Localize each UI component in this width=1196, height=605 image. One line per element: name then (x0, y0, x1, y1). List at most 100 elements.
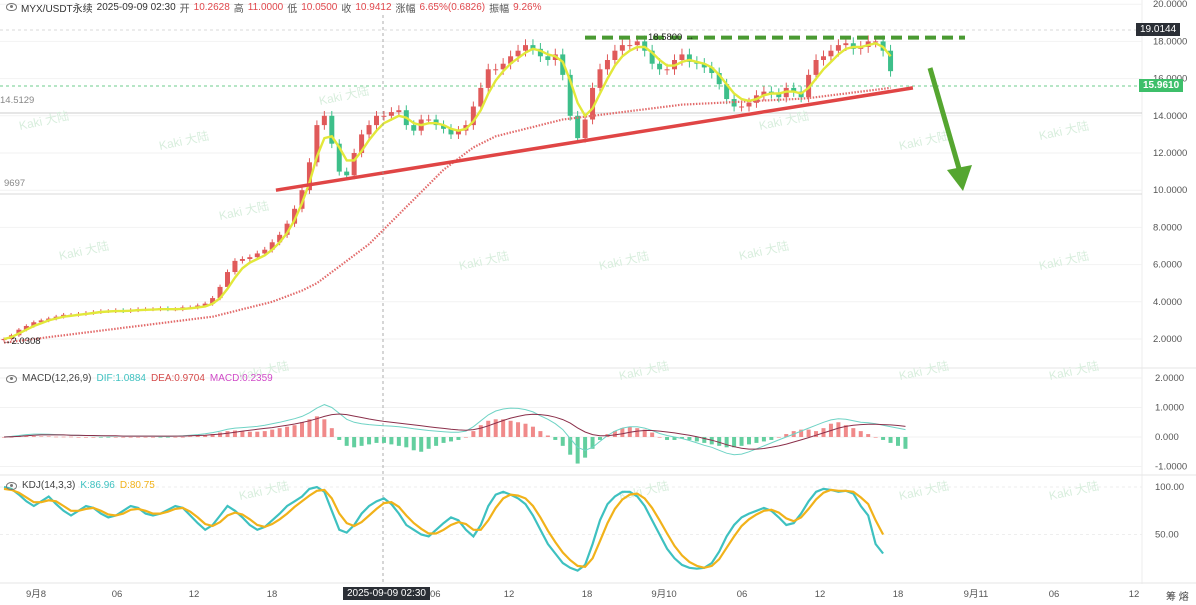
candle-body (366, 125, 372, 135)
macd-histogram-bar (903, 437, 908, 449)
macd-histogram-bar (776, 437, 781, 438)
watermark-text: Kaki 大陆 (458, 248, 511, 273)
macd-histogram-bar (583, 437, 588, 458)
price-tick-label: 6.0000 (1153, 260, 1182, 271)
macd-histogram-bar (136, 437, 141, 438)
watermark-text: Kaki 大陆 (1038, 118, 1091, 143)
candle-body (262, 249, 268, 254)
candle-body (664, 69, 670, 71)
watermark-text: Kaki 大陆 (898, 358, 951, 383)
macd-dea: DEA:0.9704 (150, 373, 205, 384)
macd-histogram-bar (165, 437, 170, 438)
macd-histogram-bar (553, 437, 558, 440)
macd-histogram-bar (441, 437, 446, 443)
macd-histogram-bar (9, 437, 14, 438)
macd-histogram-bar (292, 425, 297, 437)
macd-histogram-bar (69, 436, 74, 438)
candle-body (746, 102, 752, 107)
kdj-d: D:80.75 (119, 480, 155, 491)
candle-body (634, 41, 640, 46)
candle-body (873, 41, 879, 43)
price-tick-label: 20.0000 (1153, 0, 1187, 10)
watermark-text: Kaki 大陆 (18, 108, 71, 133)
macd-histogram-bar (717, 437, 722, 446)
time-axis-label: 18 (893, 589, 904, 600)
macd-legend: MACD(12,26,9) DIF:1.0884 DEA:0.9704 MACD… (6, 373, 273, 384)
candle-body (217, 286, 223, 299)
change-key: 涨幅 (395, 3, 416, 15)
macd-histogram-bar (270, 429, 275, 437)
candle-body (23, 325, 29, 330)
macd-histogram-bar (106, 437, 111, 438)
candle-body (679, 54, 685, 60)
macd-histogram-bar (143, 437, 148, 438)
macd-histogram-bar (635, 428, 640, 437)
candle-body (604, 60, 610, 70)
low-annotation: →2.0308 (2, 336, 41, 347)
candle-body (537, 48, 543, 57)
low-key: 低 (287, 3, 298, 15)
macd-histogram-bar (247, 431, 252, 437)
candle-body (254, 253, 260, 258)
macd-histogram-bar (277, 428, 282, 437)
kdj-k: K:86.96 (80, 480, 115, 491)
candle-body (567, 74, 573, 116)
open-value: 10.2628 (193, 1, 230, 13)
macd-histogram-bar (31, 436, 36, 437)
high-value: 11.0000 (247, 1, 284, 13)
price-tick-label: 12.0000 (1153, 148, 1187, 159)
macd-eye-icon[interactable] (6, 374, 17, 383)
candle-body (411, 125, 417, 131)
candle-body (791, 87, 797, 92)
candle-body (329, 115, 335, 144)
macd-histogram-bar (151, 437, 155, 438)
macd-histogram-bar (724, 437, 729, 448)
candle-body (731, 99, 737, 107)
macd-histogram-bar (657, 437, 662, 438)
macd-histogram-bar (158, 437, 163, 438)
macd-histogram-bar (590, 437, 595, 449)
candle-body (210, 298, 216, 304)
candle-body (761, 91, 767, 96)
low-value: 10.0500 (301, 1, 338, 13)
macd-histogram-bar (516, 422, 521, 437)
macd-histogram-bar (314, 416, 319, 437)
amplitude-key: 振幅 (489, 3, 510, 15)
candle-body (441, 125, 447, 129)
macd-histogram-bar (687, 437, 692, 440)
macd-histogram-bar (888, 437, 893, 443)
candle-body (500, 63, 506, 70)
ohlc-info-bar: MYX/USDT永续 2025-09-09 02:30 开 10.2628 高 11… (6, 0, 541, 15)
watermark-text: Kaki 大陆 (898, 478, 951, 503)
macd-histogram-bar (374, 437, 379, 443)
candle-body (709, 67, 715, 74)
macd-histogram-bar (255, 431, 260, 437)
candle-body (701, 63, 707, 68)
macd-histogram-bar (560, 437, 565, 446)
watermark-text: Kaki 大陆 (318, 83, 371, 108)
macd-histogram-bar (843, 425, 848, 437)
visibility-eye-icon[interactable] (6, 3, 17, 11)
macd-histogram-bar (381, 437, 386, 443)
watermark-text: Kaki 大陆 (1038, 248, 1091, 273)
macd-histogram-bar (754, 437, 759, 443)
candle-body (575, 115, 581, 139)
macd-histogram-bar (896, 437, 900, 446)
watermark-text: Kaki 大陆 (738, 238, 791, 263)
candle-body (470, 106, 476, 126)
macd-histogram-bar (203, 435, 208, 437)
price-tick-label: 18.0000 (1153, 36, 1187, 47)
kdj-eye-icon[interactable] (6, 481, 17, 490)
price-tick-label: 10.0000 (1153, 185, 1187, 196)
candle-body (523, 45, 528, 51)
macd-histogram-bar (523, 423, 528, 437)
candle-body (508, 56, 514, 64)
kdj-k-line (3, 485, 884, 572)
candle-body (612, 50, 618, 60)
ma-fast-line (3, 42, 892, 341)
kdj-tick-label: 100.00 (1155, 482, 1184, 493)
corner-label[interactable]: 筹 熔 (1166, 592, 1189, 603)
macd-histogram-bar (218, 432, 223, 437)
macd-histogram-bar (873, 437, 878, 438)
macd-histogram-bar (337, 437, 342, 440)
